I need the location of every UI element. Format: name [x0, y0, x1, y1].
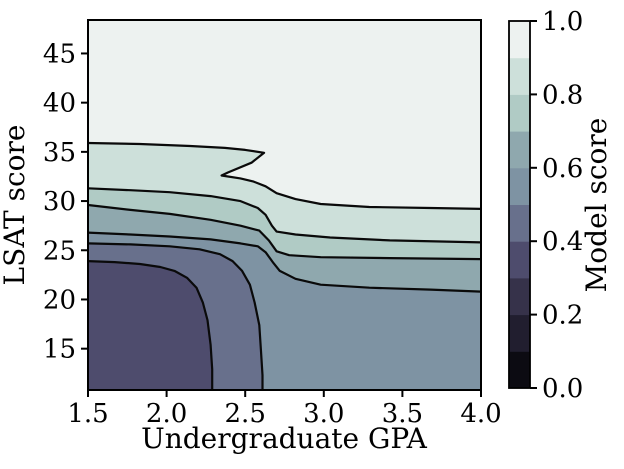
colorbar-tick-label: 0.8 [542, 80, 583, 110]
contour-line [88, 231, 481, 293]
x-tick-label: 1.5 [67, 399, 108, 429]
band-region [88, 261, 213, 390]
x-tick-label: 2.5 [225, 399, 266, 429]
x-tick-label: 4.0 [460, 399, 501, 429]
colorbar-band [509, 277, 530, 316]
contour-filled-bands [88, 20, 481, 390]
colorbar-tick-label: 0.2 [542, 301, 583, 331]
y-tick-label: 20 [43, 285, 76, 315]
colorbar-band [509, 351, 530, 389]
y-tick-label: 35 [43, 138, 76, 168]
colorbar-band [509, 314, 530, 352]
colorbar-band [509, 167, 530, 205]
colorbar-band [509, 131, 530, 169]
x-axis-ticks: 1.5 2.0 2.5 3.0 3.5 4.0 [67, 390, 502, 429]
contour-lines [88, 141, 481, 390]
y-axis-ticks: 15 20 25 30 35 40 45 [43, 39, 88, 365]
y-tick-label: 25 [43, 236, 76, 266]
contour-line [88, 260, 214, 390]
y-tick-label: 15 [43, 335, 76, 365]
x-tick-label: 3.5 [382, 399, 423, 429]
colorbar-band [509, 57, 530, 95]
y-tick-label: 45 [43, 39, 76, 69]
contour-line [88, 141, 481, 210]
colorbar-tick-label: 1.0 [542, 7, 583, 37]
y-tick-label: 30 [43, 187, 76, 217]
colorbar-tick-label: 0.4 [542, 227, 583, 257]
contour-line [88, 203, 481, 261]
plot-border [87, 19, 482, 391]
y-axis-label: LSAT score [0, 125, 31, 286]
x-tick-label: 3.0 [303, 399, 344, 429]
colorbar-tick-label: 0.6 [542, 154, 583, 184]
contour-line [88, 187, 481, 244]
y-tick-label: 40 [43, 89, 76, 119]
colorbar-band [509, 94, 530, 132]
colorbar: 0.0 0.2 0.4 0.6 0.8 1.0 [508, 7, 583, 404]
colorbar-band [509, 204, 530, 242]
contour-line [88, 242, 264, 390]
colorbar-band [509, 21, 530, 59]
x-axis-label: Undergraduate GPA [141, 422, 428, 455]
colorbar-border [508, 20, 531, 389]
colorbar-tick-label: 0.0 [542, 374, 583, 404]
x-tick-label: 2.0 [146, 399, 187, 429]
colorbar-band [509, 241, 530, 279]
colorbar-label: Model score [580, 118, 613, 293]
